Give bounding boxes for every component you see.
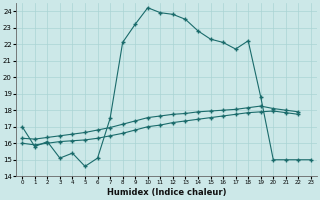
X-axis label: Humidex (Indice chaleur): Humidex (Indice chaleur) <box>107 188 226 197</box>
